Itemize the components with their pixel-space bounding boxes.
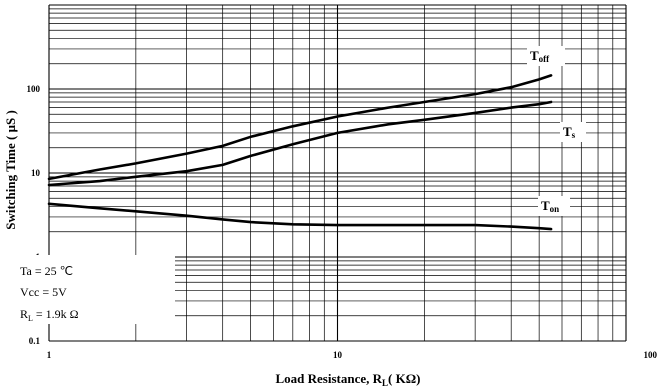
y-tick-label: 100 xyxy=(27,84,41,94)
condition-line: Vcc = 5V xyxy=(20,285,67,299)
y-axis-label: Switching Time ( μS ) xyxy=(3,110,18,230)
series-line-ts xyxy=(47,100,553,187)
series-label-background xyxy=(527,46,565,66)
series-label-ts: Ts xyxy=(563,124,576,140)
condition-line: RL = 1.9k Ω xyxy=(20,307,79,323)
x-tick-label: 100 xyxy=(644,350,657,360)
series-labels: Toff Ts Ton xyxy=(527,46,586,216)
condition-line: Ta = 25 ℃ xyxy=(20,264,73,278)
series-lines xyxy=(47,74,553,231)
series-line-ton xyxy=(47,202,553,231)
series-label-background xyxy=(560,122,586,142)
series-label-toff: Toff xyxy=(530,48,550,64)
grid xyxy=(48,4,627,342)
series-label-ton: Ton xyxy=(541,198,559,214)
conditions-background xyxy=(13,255,175,324)
series-line-toff xyxy=(47,74,553,181)
x-tick-label: 10 xyxy=(333,350,343,360)
series-label-background xyxy=(538,196,570,216)
test-conditions-box: Ta = 25 ℃ Vcc = 5V RL = 1.9k Ω xyxy=(13,255,175,324)
y-tick-label: 10 xyxy=(31,168,41,178)
y-tick-label: 0.1 xyxy=(29,336,41,346)
x-tick-label: 1 xyxy=(47,350,52,360)
x-axis-label: Load Resistance, RL( KΩ) xyxy=(276,371,421,388)
